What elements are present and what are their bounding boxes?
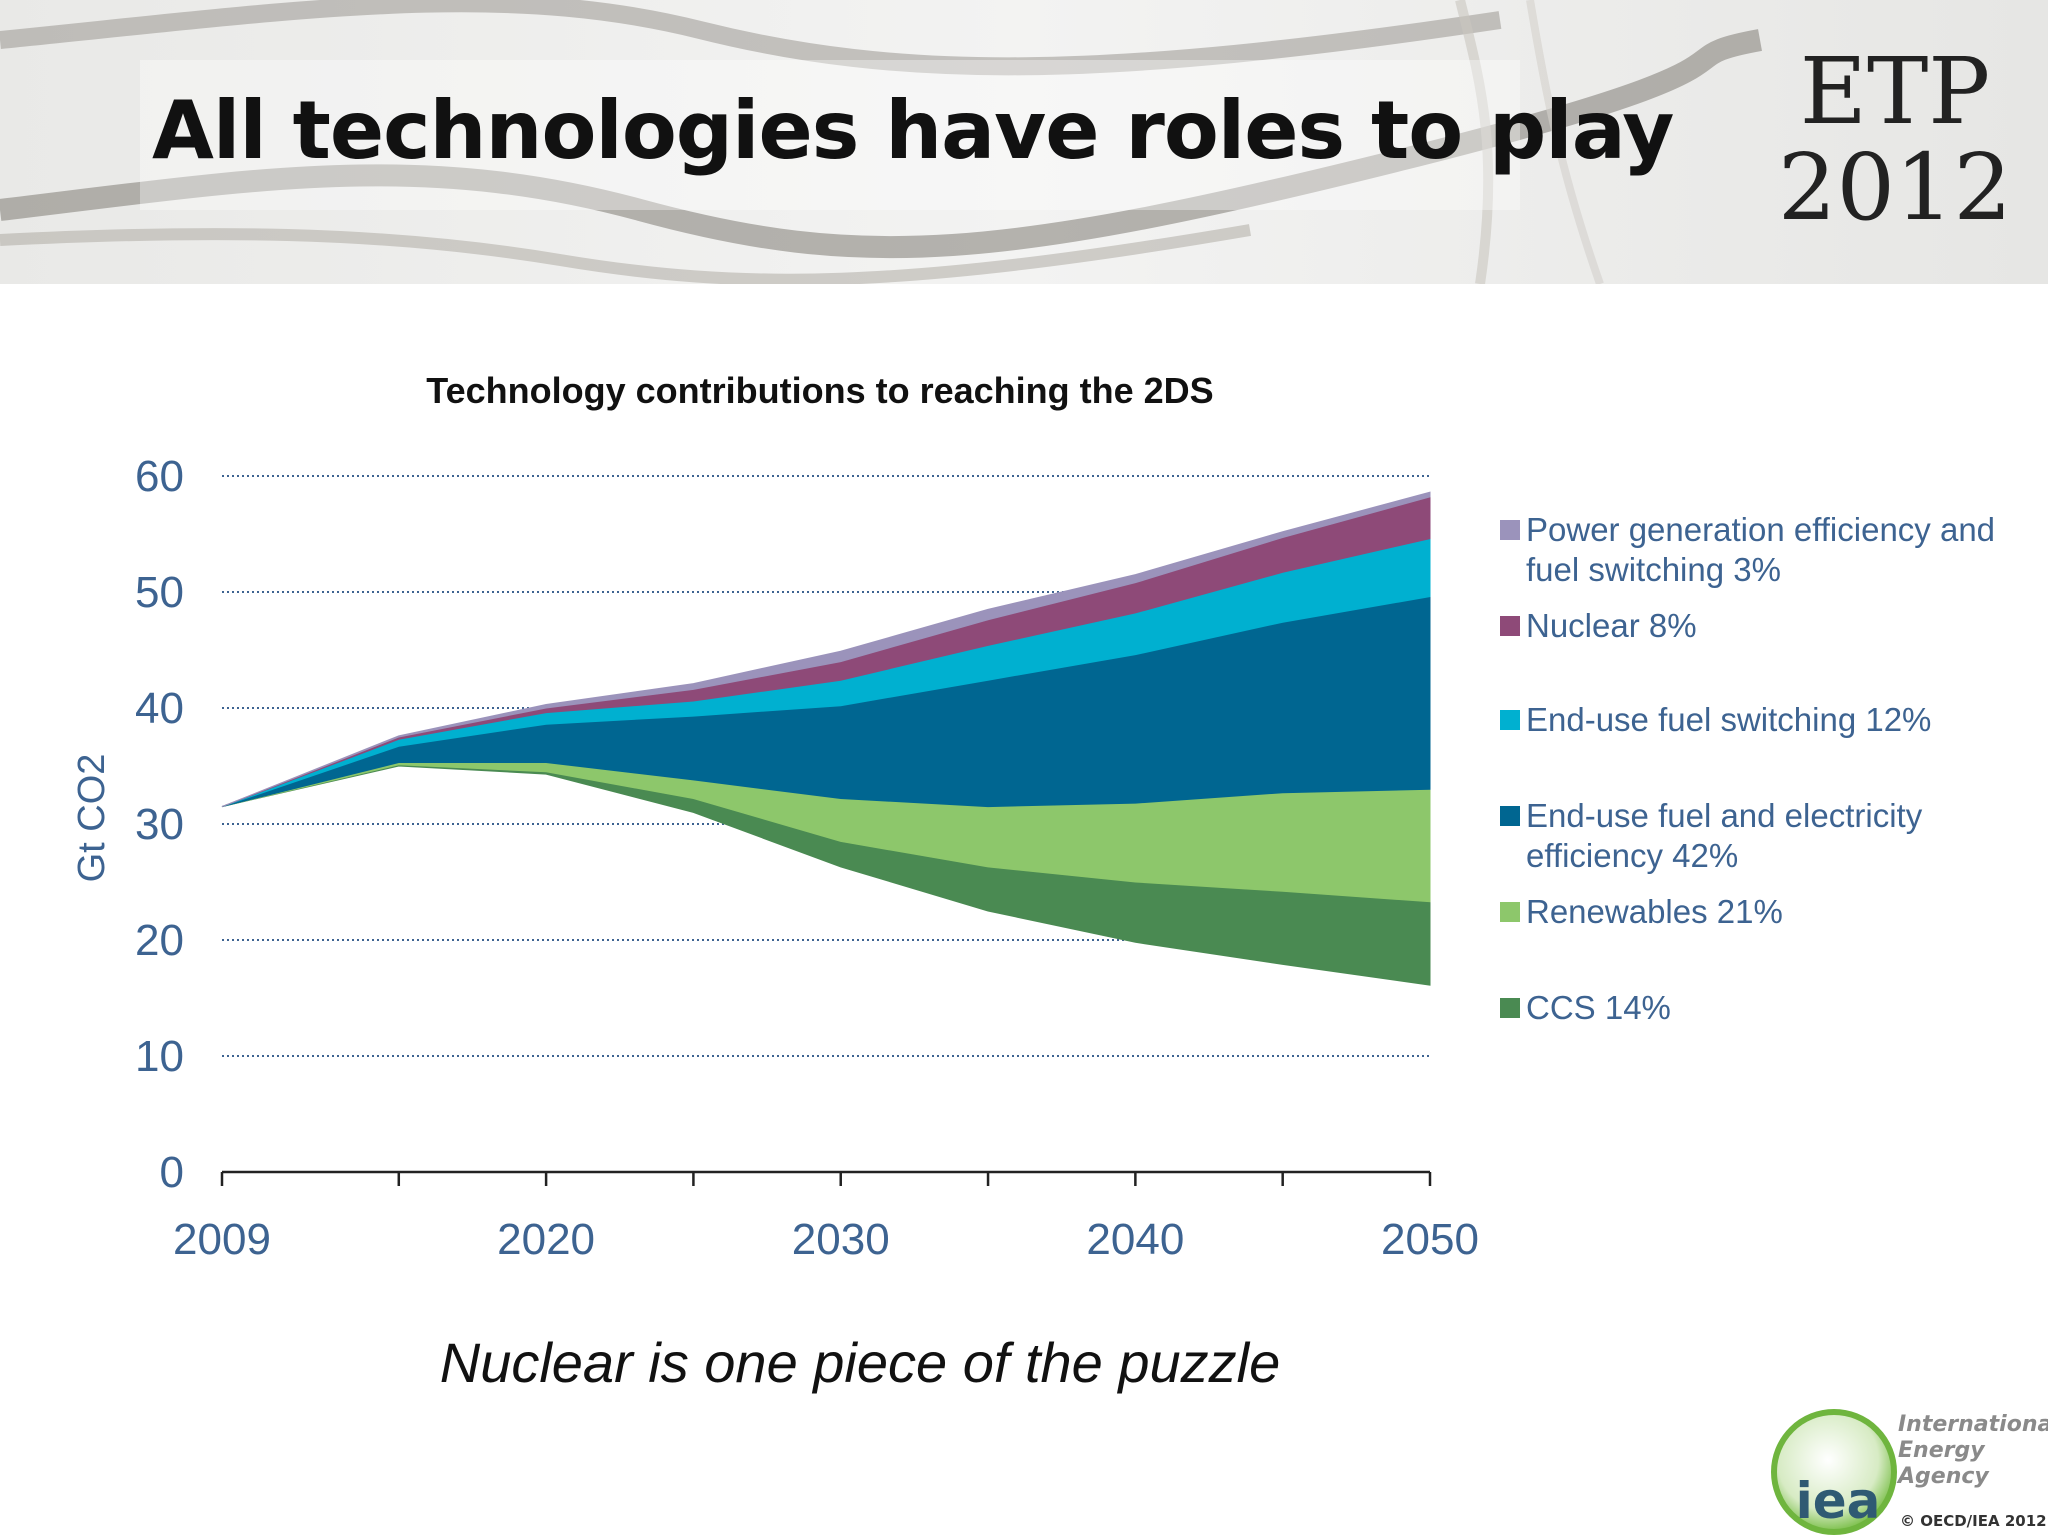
y-tick-label-10: 10 [135,1032,184,1081]
legend-label: Renewables 21% [1526,893,1783,930]
x-tick-label-2050: 2050 [1381,1215,1479,1264]
legend-label: End-use fuel switching 12% [1526,701,1932,738]
x-tick-label-2009: 2009 [173,1215,271,1264]
y-axis-label: Gt CO2 [71,754,113,883]
iea-organization-name: International Energy Agency [1898,1412,2048,1490]
y-tick-label-30: 30 [135,800,184,849]
legend-label: Power generation efficiency and fuel swi… [1526,511,1996,588]
copyright-notice: © OECD/IEA 2012 [1900,1512,2047,1530]
x-tick-label-2040: 2040 [1086,1215,1184,1264]
y-tick-label-60: 60 [135,452,184,501]
legend-label: Nuclear 8% [1526,607,1697,644]
axes [220,1170,1432,1186]
y-tick-label-0: 0 [160,1148,184,1197]
chart-title: Technology contributions to reaching the… [426,370,1214,411]
slide-title: All technologies have roles to play [152,84,1674,177]
legend-swatch [1500,998,1520,1018]
banner-background [0,0,2048,284]
iea-logo-icon: iea [1771,1409,1897,1535]
organization-name-text: International Energy Agency [1898,1412,2048,1489]
legend-swatch [1500,710,1520,730]
legend-swatch [1500,806,1520,826]
series-area-6 [221,491,1431,808]
x-tick-label-2020: 2020 [497,1215,595,1264]
legend-label: End-use fuel and electricity efficiency … [1526,797,1923,874]
legend-label: CCS 14% [1526,989,1671,1026]
legend-swatch [1500,902,1520,922]
iea-short-name: iea [1796,1472,1881,1530]
brand-line-1: ETP [1799,38,1991,145]
area-series [221,491,1431,986]
y-tick-labels: 0 10 20 30 40 50 60 [135,452,184,1197]
x-tick-labels: 2009 2020 2030 2040 2050 [173,1215,1479,1264]
x-tick-label-2030: 2030 [792,1215,890,1264]
legend-swatch [1500,520,1520,540]
etp-brand-mark: ETP 2012 [1760,44,2030,236]
brand-line-2: 2012 [1777,134,2013,241]
y-tick-label-40: 40 [135,684,184,733]
header-banner: All technologies have roles to play ETP … [0,0,2048,284]
y-tick-label-20: 20 [135,916,184,965]
slide-subtitle: Nuclear is one piece of the puzzle [439,1331,1281,1394]
legend-swatch [1500,616,1520,636]
y-tick-label-50: 50 [135,568,184,617]
